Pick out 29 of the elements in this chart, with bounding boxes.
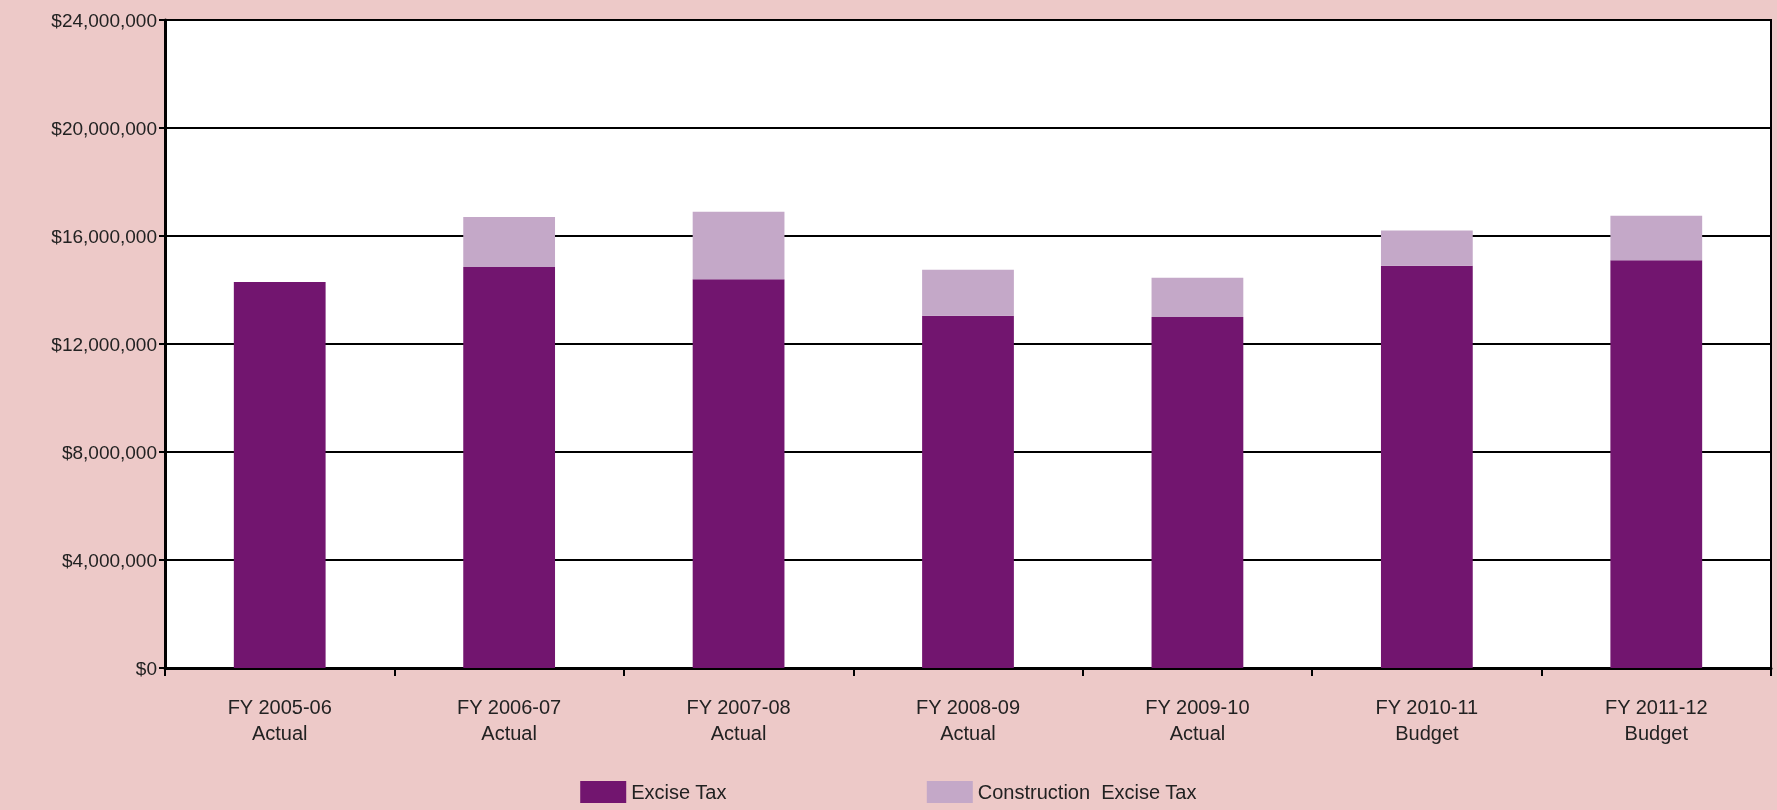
y-tick-label: $16,000,000 [51, 225, 157, 247]
bar [1151, 317, 1244, 668]
bar [922, 315, 1014, 668]
x-tick-label: FY 2010-11 Budget [1375, 696, 1479, 744]
y-tick-label: $8,000,000 [61, 441, 157, 463]
bar [1610, 260, 1703, 668]
y-tick-label: $20,000,000 [51, 117, 157, 139]
y-tick-label: $4,000,000 [61, 549, 157, 571]
bar [692, 279, 785, 668]
bar [233, 281, 326, 668]
bar [463, 267, 556, 668]
x-tick-label: FY 2008-09 Actual [915, 696, 1021, 744]
bar [1380, 265, 1473, 668]
x-tick-label: FY 2011-12 Budget [1604, 696, 1708, 744]
legend-label: Construction Excise Tax [977, 781, 1197, 803]
bar [1151, 277, 1244, 317]
x-tick-label: FY 2005-06 Actual [227, 696, 332, 744]
legend-label: Excise Tax [631, 781, 727, 803]
y-tick-label: $24,000,000 [51, 9, 157, 31]
y-tick-label: $0 [135, 657, 157, 679]
x-tick-label: FY 2007-08 Actual [686, 696, 791, 744]
bar [922, 269, 1014, 316]
y-tick-label: $12,000,000 [51, 333, 157, 355]
bar [692, 211, 785, 280]
bar [1610, 215, 1703, 261]
x-tick-label: FY 2006-07 Actual [457, 696, 562, 744]
bar [1380, 230, 1473, 266]
x-tick-label: FY 2009-10 Actual [1145, 696, 1250, 744]
bar [463, 217, 556, 268]
